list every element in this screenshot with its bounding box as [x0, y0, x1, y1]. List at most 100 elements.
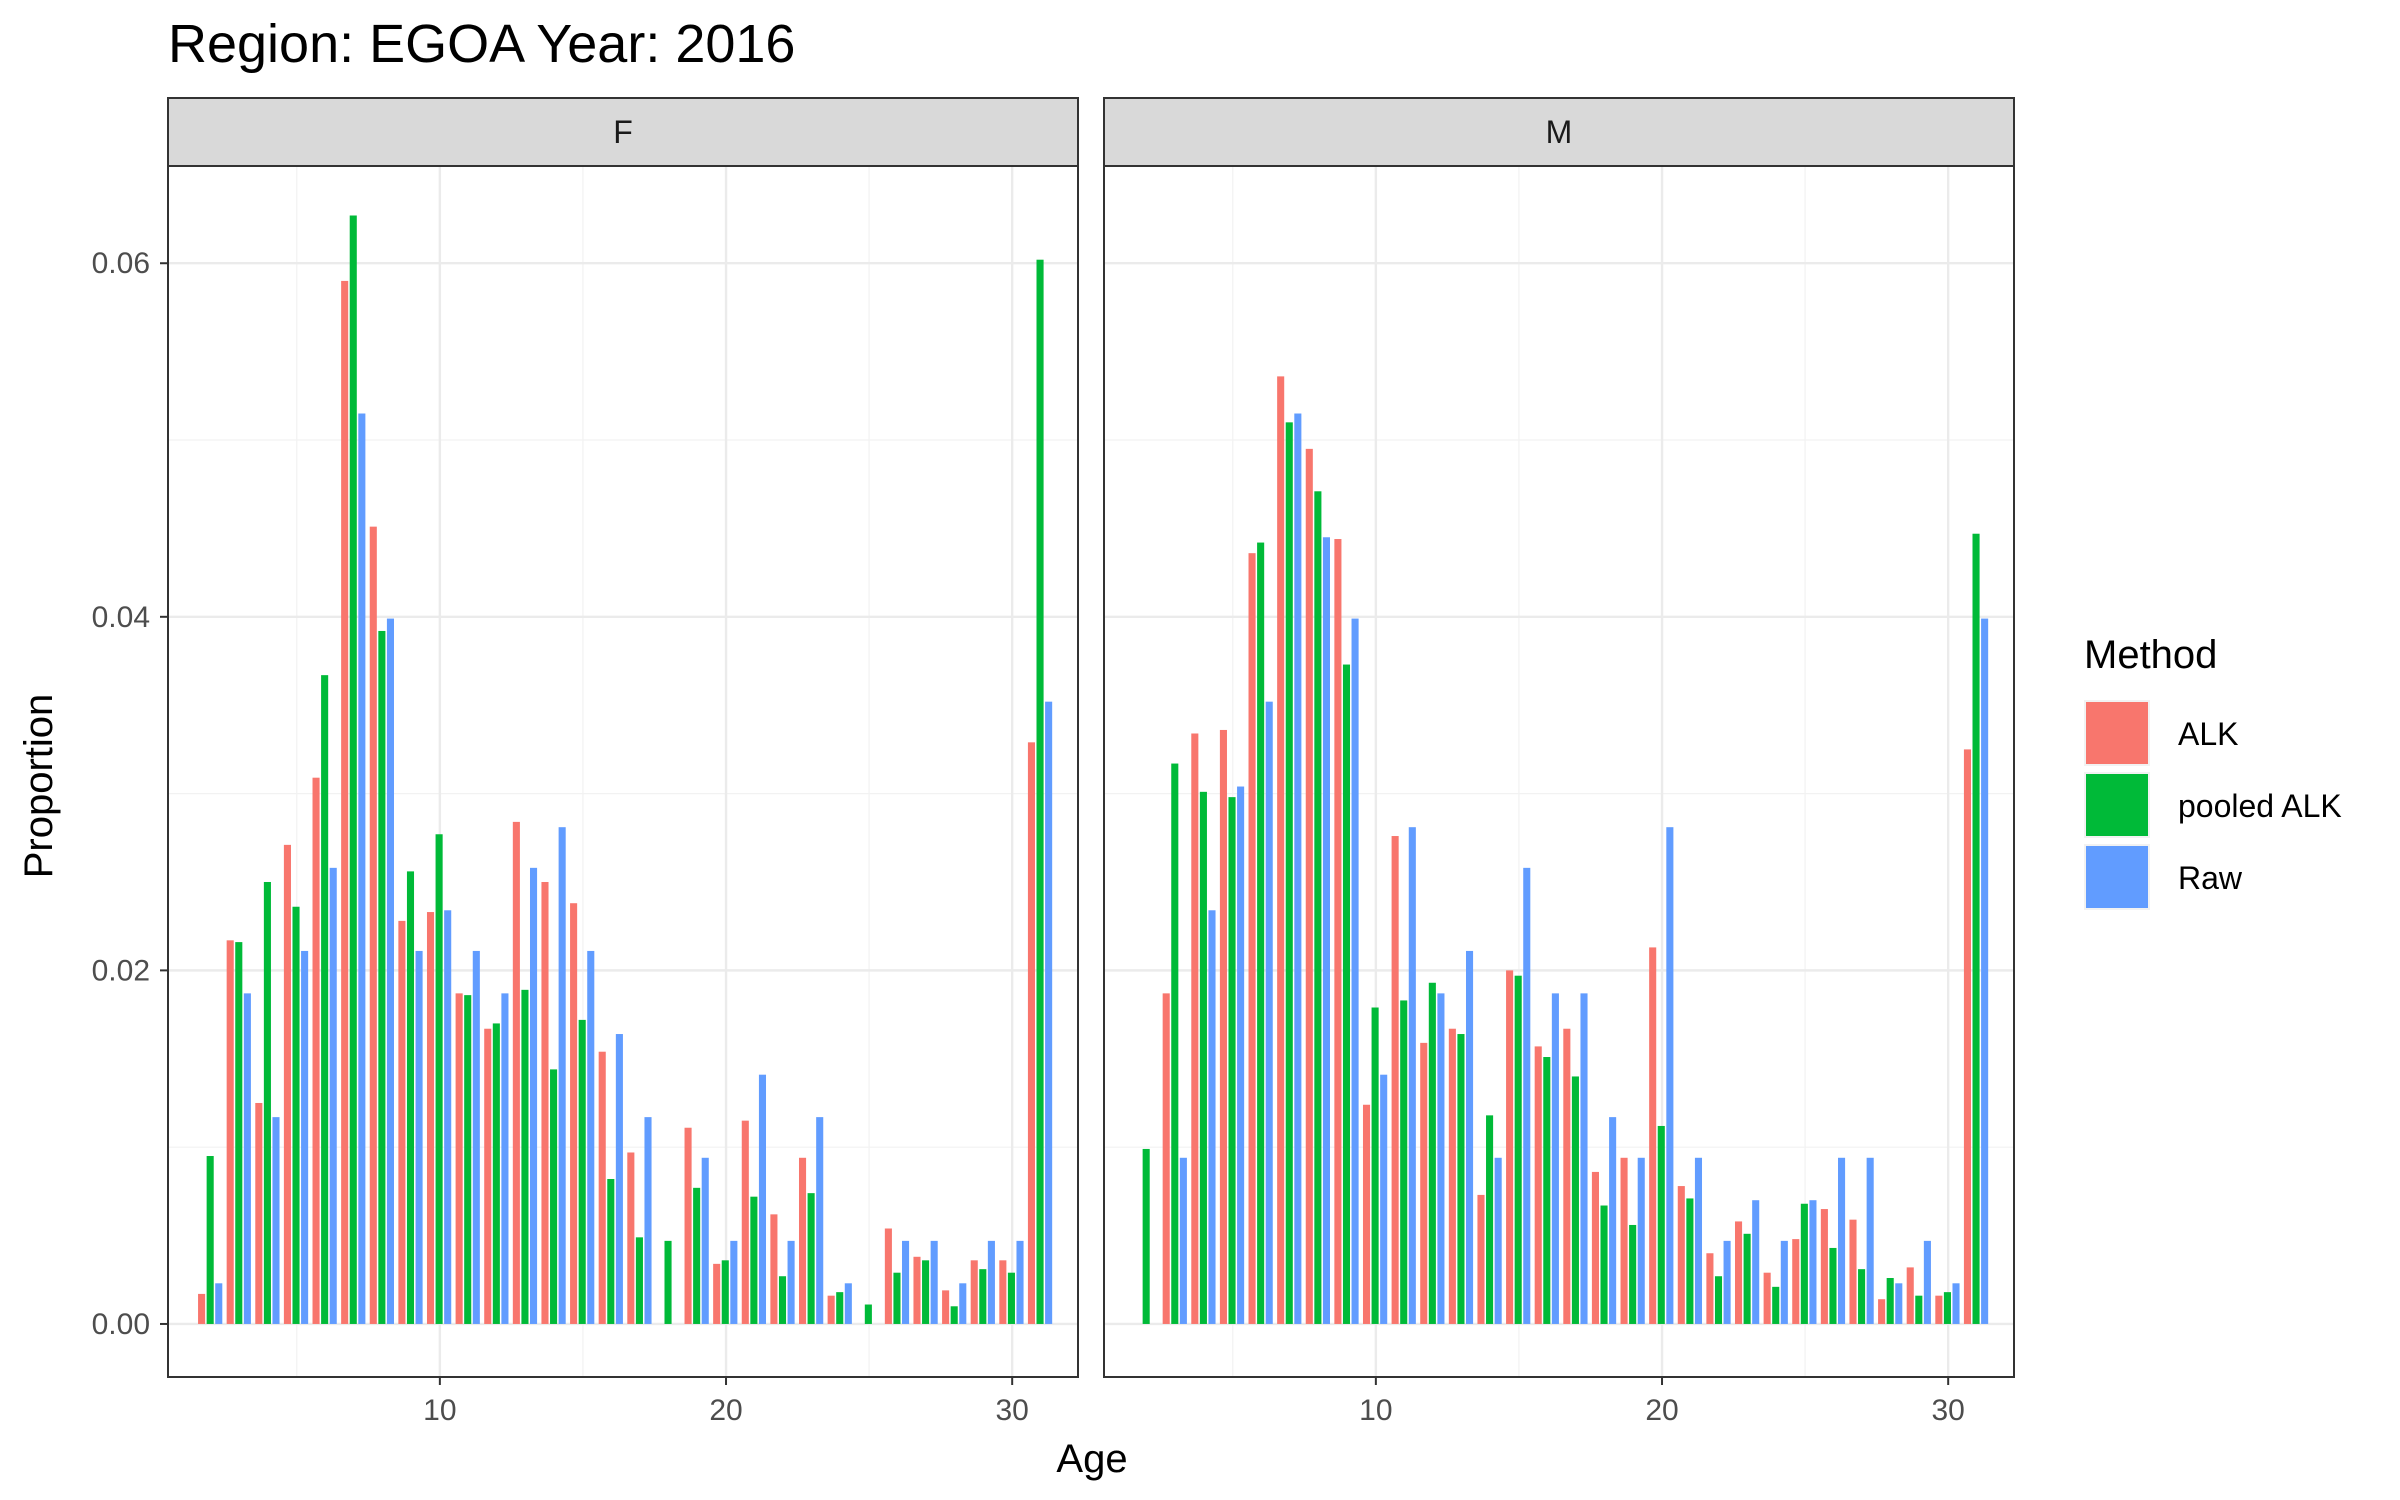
- bar: [1171, 763, 1179, 1324]
- bar: [587, 950, 595, 1324]
- bar: [1858, 1269, 1866, 1324]
- bar: [1027, 742, 1036, 1324]
- bar: [816, 1117, 824, 1324]
- bar: [1391, 836, 1399, 1324]
- bar: [1866, 1157, 1874, 1324]
- legend-title: Method: [2084, 633, 2217, 677]
- legend-swatch: [2086, 846, 2148, 908]
- bar: [1706, 1253, 1714, 1324]
- facet-strip: [1103, 97, 2015, 167]
- bar: [1935, 1295, 1943, 1324]
- bar: [263, 881, 271, 1324]
- legend: Method ALK pooled ALK Raw: [2084, 633, 2342, 910]
- bar: [635, 1237, 643, 1324]
- bar: [1457, 1034, 1465, 1324]
- bar: [570, 903, 578, 1324]
- bar: [1448, 1028, 1456, 1324]
- chart-title: Region: EGOA Year: 2016: [168, 14, 795, 74]
- bar: [1600, 1205, 1608, 1324]
- facet-strip-label: M: [1546, 114, 1573, 150]
- bar: [1371, 1007, 1379, 1324]
- bar: [827, 1295, 835, 1324]
- bar: [693, 1187, 701, 1324]
- bar: [1620, 1157, 1628, 1324]
- bar: [1322, 537, 1330, 1324]
- bar: [1780, 1240, 1788, 1324]
- bar: [701, 1157, 709, 1324]
- bar: [1734, 1221, 1743, 1324]
- bar: [627, 1152, 635, 1324]
- x-tick-label: 10: [1359, 1394, 1392, 1427]
- bar: [1915, 1295, 1923, 1324]
- bars: [198, 215, 1053, 1324]
- y-tick-label: 0.06: [92, 247, 150, 280]
- panel-border: [1103, 165, 2015, 1378]
- bar: [215, 1283, 223, 1324]
- bar: [1257, 542, 1265, 1324]
- bar: [1334, 539, 1342, 1324]
- bar: [1686, 1198, 1694, 1324]
- bar: [713, 1263, 721, 1324]
- bar: [1743, 1233, 1751, 1324]
- bar: [1649, 947, 1657, 1324]
- bar: [1179, 1157, 1187, 1324]
- bar: [836, 1292, 844, 1324]
- bar: [950, 1306, 958, 1324]
- x-tick-label: 30: [1931, 1394, 1964, 1427]
- x-axis-title: Age: [1056, 1437, 1127, 1481]
- y-axis: 0.00 0.02 0.04 0.06: [92, 247, 168, 1341]
- bar: [255, 1102, 263, 1324]
- bar: [1952, 1283, 1960, 1324]
- bar: [1314, 491, 1322, 1324]
- bar: [1694, 1157, 1703, 1324]
- bar: [1437, 993, 1445, 1324]
- bar: [750, 1196, 758, 1324]
- bar: [1809, 1200, 1817, 1324]
- bar: [1637, 1157, 1645, 1324]
- bar: [930, 1240, 938, 1324]
- bar: [386, 618, 394, 1324]
- bar: [1792, 1239, 1800, 1324]
- x-tick-label: 20: [709, 1394, 742, 1427]
- bar: [1036, 259, 1044, 1324]
- bar: [1657, 1125, 1665, 1324]
- bar: [321, 675, 329, 1324]
- x-tick-label: 30: [995, 1394, 1028, 1427]
- facet-strip: [167, 97, 1079, 167]
- bar: [484, 1028, 492, 1324]
- plot-background: [168, 166, 1078, 1377]
- facet-panel-m: M: [1103, 97, 2015, 1378]
- bar: [1923, 1240, 1931, 1324]
- bar: [1277, 376, 1285, 1324]
- bar: [1237, 786, 1245, 1324]
- bar: [1342, 664, 1351, 1324]
- y-tick-label: 0.00: [92, 1308, 150, 1341]
- bar: [541, 881, 549, 1324]
- bar: [644, 1117, 652, 1324]
- bar: [1045, 701, 1053, 1324]
- bar: [1142, 1148, 1150, 1324]
- bar: [1886, 1277, 1894, 1324]
- bar: [464, 995, 472, 1324]
- bar: [1199, 791, 1207, 1324]
- x-tick-label: 10: [423, 1394, 456, 1427]
- bar: [301, 950, 309, 1324]
- bar: [1219, 729, 1227, 1324]
- bar: [959, 1283, 967, 1324]
- bar: [415, 950, 423, 1324]
- bar: [492, 1023, 500, 1324]
- bar: [1514, 975, 1522, 1324]
- bar: [758, 1074, 767, 1324]
- bar: [1629, 1224, 1637, 1324]
- bar: [1878, 1299, 1886, 1324]
- bar: [243, 993, 251, 1324]
- bar: [1895, 1283, 1903, 1324]
- facet-panel-f: F: [167, 97, 1079, 1378]
- bar: [1162, 993, 1170, 1324]
- bar: [1763, 1272, 1771, 1324]
- panel-border: [167, 165, 1079, 1378]
- bar: [1428, 982, 1436, 1324]
- bar: [455, 993, 463, 1324]
- bar: [1563, 1028, 1571, 1324]
- bar: [292, 906, 300, 1324]
